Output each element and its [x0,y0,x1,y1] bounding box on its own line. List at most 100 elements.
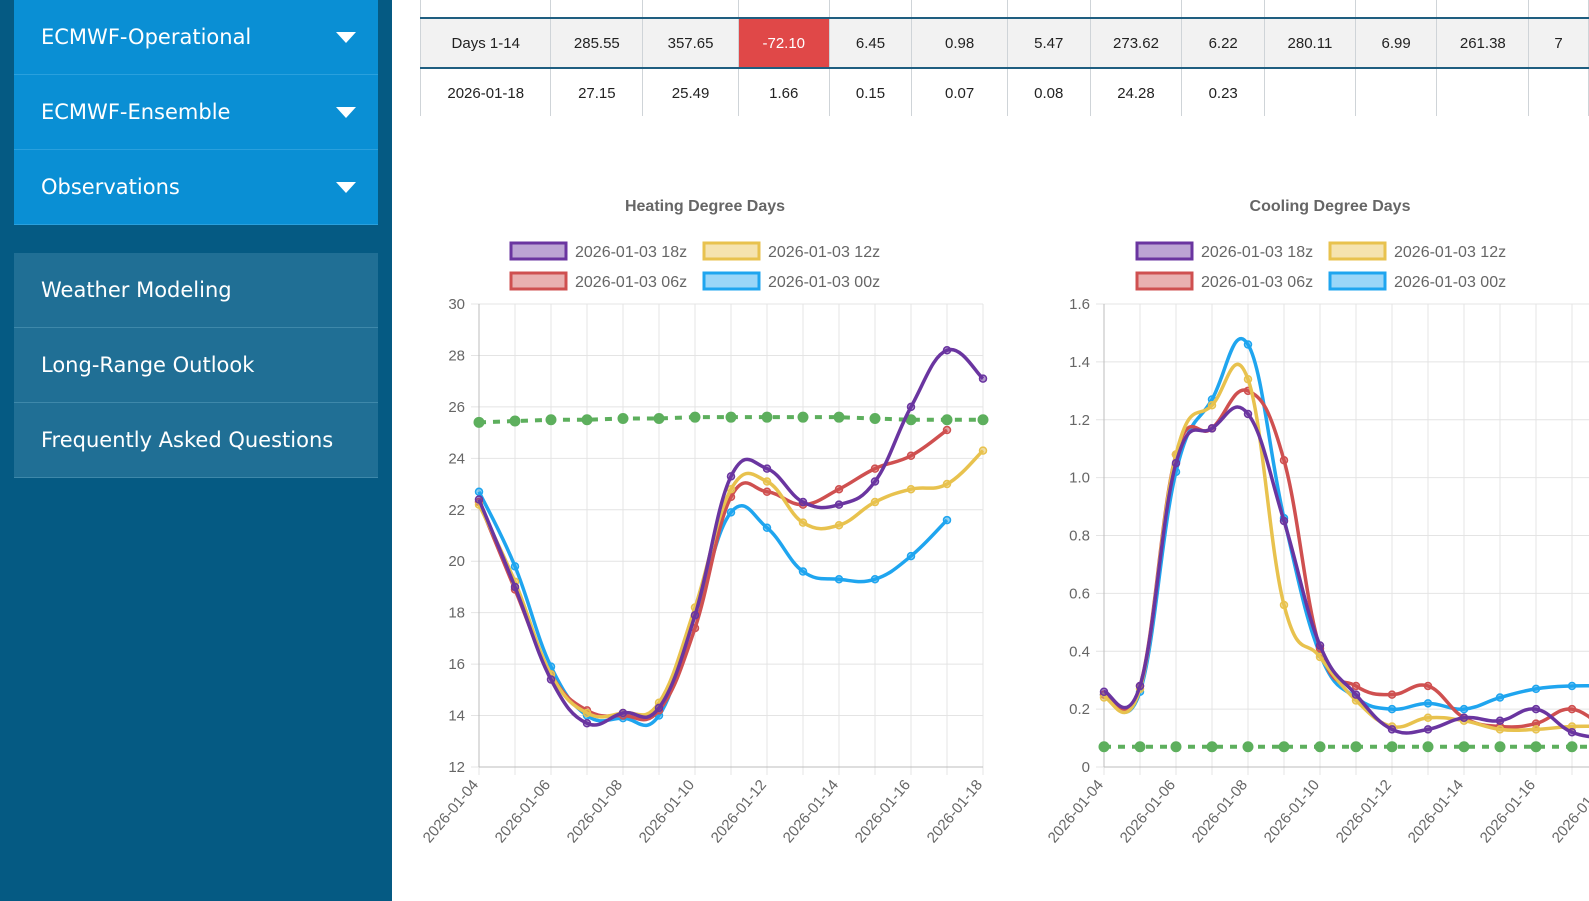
data-point [1242,741,1254,753]
data-point [1279,516,1289,526]
menu-observations[interactable]: Observations [14,150,378,225]
series-line [477,347,985,727]
data-point [1495,725,1505,734]
data-point [834,500,844,509]
data-point [726,484,736,494]
y-tick-label: 28 [448,347,465,364]
legend-label: 2026-01-03 06z [1201,274,1313,291]
data-point [1351,690,1361,699]
table-cell: 6.99 [1354,17,1438,69]
chart-title: Cooling Degree Days [1250,198,1411,215]
data-point [726,508,736,517]
table-cell [1089,0,1183,19]
data-point [582,719,592,728]
x-tick-label: 2026-01-14 [1405,777,1467,847]
table-cell [828,0,913,19]
data-point [653,412,665,424]
x-tick-label: 2026-01-18 [1549,777,1589,847]
data-point [762,487,772,497]
y-tick-label: 0.2 [1069,701,1090,718]
y-tick-label: 1.2 [1069,412,1090,429]
table-cell: 280.11 [1264,17,1356,69]
data-point [797,411,809,423]
table-row-total: Days 1-14 285.55 357.65 -72.10 6.45 0.98 5.47 2… [420,17,1589,69]
data-point [1279,600,1289,610]
data-point [1207,424,1217,433]
data-point [1531,725,1541,734]
hdd-chart: Heating Degree Days 2026-01-03 18z 2026-01… [420,198,989,847]
table-cell [642,0,739,19]
data-point [1566,741,1578,753]
caret-down-icon [336,107,356,118]
data-point [798,497,808,507]
data-point [1135,681,1145,691]
data-point [1315,641,1325,650]
data-point [1459,713,1469,723]
x-tick-label: 2026-01-18 [924,777,986,847]
data-point [1494,741,1506,753]
link-long-range-outlook[interactable]: Long-Range Outlook [14,328,378,403]
data-point [870,574,880,584]
legend-swatch [1328,241,1387,261]
data-point [1170,741,1182,753]
data-point [977,414,989,426]
x-tick-label: 2026-01-12 [708,777,770,847]
data-point [1567,704,1577,714]
plot-area [1098,336,1589,753]
menu-ecmwf-operational[interactable]: ECMWF-Operational [14,0,378,75]
chart-title: Heating Degree Days [625,198,785,215]
series-line [1103,362,1589,733]
table-cell [1528,67,1589,116]
data-point [906,402,916,412]
data-point [1458,741,1470,753]
table-cell [737,0,830,19]
menu-label: Weather Modeling [41,278,232,302]
link-faq[interactable]: Frequently Asked Questions [14,403,378,478]
data-point [870,477,880,486]
data-point [1279,456,1289,465]
data-point [870,464,880,473]
table-cell [1354,0,1438,19]
legend-label: 2026-01-03 18z [1201,244,1313,261]
legend-swatch [509,241,568,261]
legend-swatch [1135,271,1194,291]
data-point [1314,741,1326,753]
link-weather-modeling[interactable]: Weather Modeling [14,253,378,328]
data-point [942,425,952,435]
cdd-chart: Cooling Degree Days 2026-01-03 18z 2026-01… [1045,198,1589,847]
table-cell [550,0,644,19]
table-cell [1436,0,1530,19]
data-point [1386,741,1398,753]
table-cell [1528,0,1589,19]
table-row [420,0,1589,19]
menu-ecmwf-ensemble[interactable]: ECMWF-Ensemble [14,75,378,150]
data-point [1422,741,1434,753]
data-point [870,497,880,507]
table-cell [420,0,552,19]
data-point [834,484,844,494]
x-tick-label: 2026-01-12 [1333,777,1395,847]
legend-swatch [509,271,568,291]
table-cell: -72.10 [737,17,830,69]
data-point [798,518,808,527]
data-point [654,703,664,713]
data-point [510,562,520,571]
data-point [798,567,808,576]
data-point [906,551,916,561]
data-point [761,411,773,423]
x-tick-label: 2026-01-16 [852,777,914,847]
data-point [1098,741,1110,753]
data-point [1134,741,1146,753]
table-cell: Days 1-14 [420,17,552,69]
y-tick-label: 14 [448,708,465,725]
legend-swatch [1135,241,1194,261]
data-point [1531,704,1541,714]
table-cell: 285.55 [550,17,644,69]
data-point [1243,374,1253,384]
menu-label: Frequently Asked Questions [41,428,334,452]
data-point [689,411,701,423]
plot-area [473,346,989,728]
series-line [1103,336,1589,714]
y-tick-label: 22 [448,502,465,519]
x-tick-label: 2026-01-06 [1117,777,1179,847]
